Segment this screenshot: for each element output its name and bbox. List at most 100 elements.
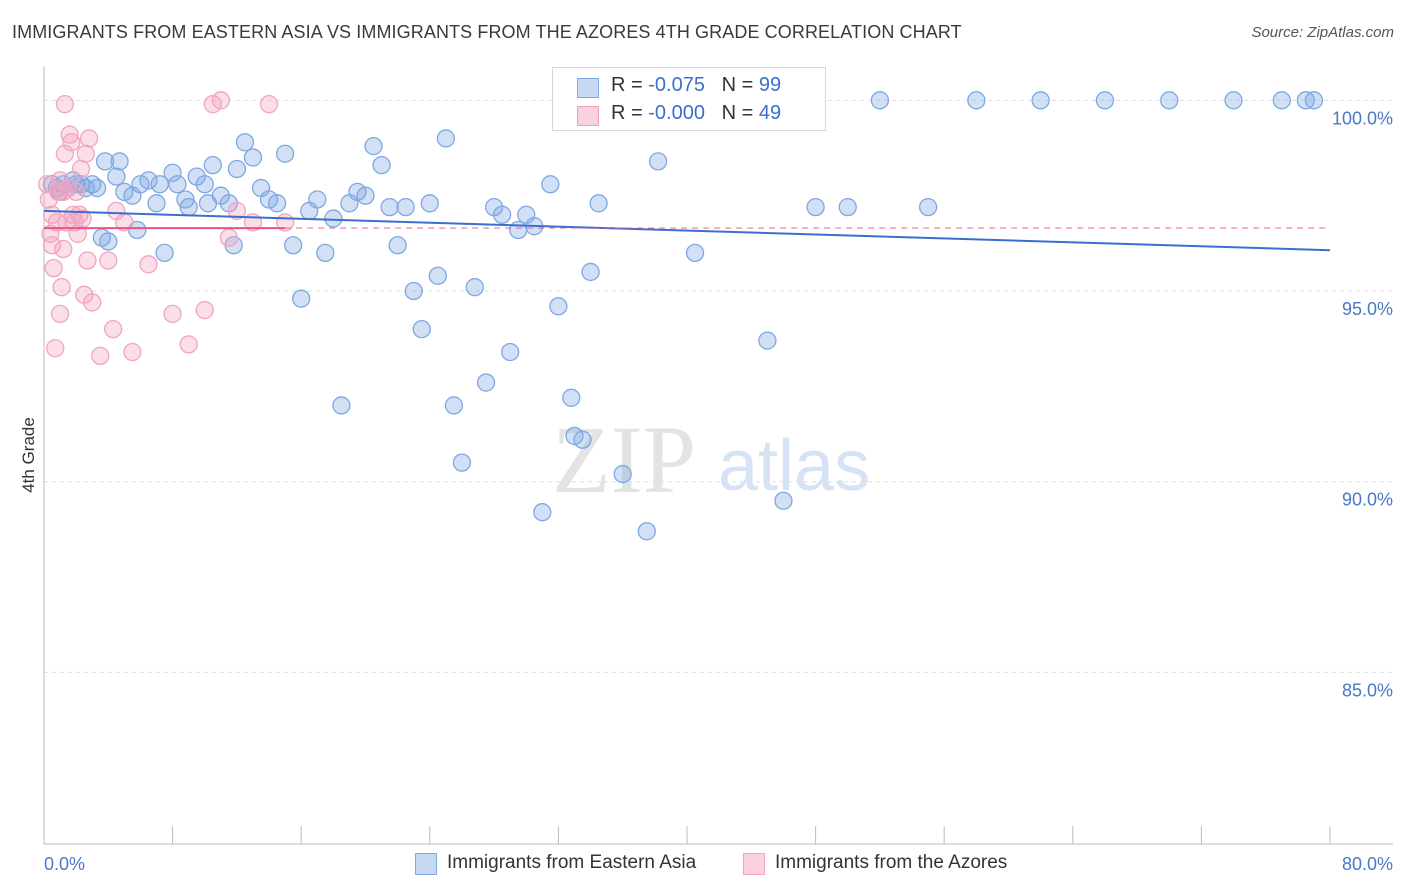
- point-azores: [41, 224, 60, 243]
- legend-label: Immigrants from the Azores: [775, 852, 1008, 873]
- point-azores: [195, 300, 214, 320]
- trend-lines: [43, 209, 1331, 252]
- chart-source: Source: ZipAtlas.com: [1251, 24, 1394, 41]
- point-eastern-asia: [1272, 91, 1291, 110]
- point-azores: [259, 94, 279, 114]
- point-eastern-asia: [179, 197, 198, 217]
- point-eastern-asia: [1304, 91, 1324, 110]
- point-eastern-asia: [235, 133, 255, 152]
- point-azores: [47, 213, 67, 232]
- point-eastern-asia: [918, 197, 938, 217]
- point-eastern-asia: [324, 209, 343, 228]
- point-eastern-asia: [806, 197, 825, 217]
- point-azores: [76, 144, 95, 163]
- point-eastern-asia: [452, 453, 472, 472]
- point-eastern-asia: [533, 503, 552, 522]
- watermark: ZIP atlas: [552, 406, 870, 513]
- point-azores: [67, 182, 86, 202]
- point-eastern-asia: [428, 266, 447, 285]
- point-eastern-asia: [444, 396, 464, 415]
- point-eastern-asia: [99, 232, 118, 251]
- point-eastern-asia: [420, 194, 439, 213]
- y-tick-label: 85.0%: [1342, 680, 1393, 700]
- point-azores: [62, 133, 81, 152]
- point-eastern-asia: [465, 278, 484, 297]
- point-eastern-asia: [87, 178, 107, 198]
- point-eastern-asia: [492, 205, 512, 224]
- point-eastern-asia: [267, 194, 287, 213]
- legend-swatch-azores: [743, 853, 765, 875]
- point-azores: [99, 251, 118, 270]
- y-tick-label: 100.0%: [1332, 108, 1393, 128]
- point-eastern-asia: [396, 197, 415, 217]
- tick-labels: 100.0% 95.0% 90.0% 85.0% 0.0% 80.0%: [44, 108, 1393, 874]
- point-eastern-asia: [870, 91, 890, 110]
- point-azores: [46, 339, 65, 358]
- watermark-atlas: atlas: [718, 426, 870, 506]
- point-eastern-asia: [292, 289, 311, 308]
- point-eastern-asia: [613, 464, 632, 484]
- point-eastern-asia: [332, 396, 351, 415]
- point-eastern-asia: [275, 144, 295, 163]
- point-azores: [219, 228, 239, 247]
- point-azores: [39, 190, 58, 209]
- point-eastern-asia: [150, 175, 169, 194]
- point-azores: [50, 304, 70, 324]
- point-azores: [55, 144, 75, 163]
- point-eastern-asia: [388, 236, 407, 255]
- point-eastern-asia: [774, 491, 793, 510]
- point-eastern-asia: [139, 171, 158, 190]
- point-eastern-asia: [155, 243, 174, 263]
- point-eastern-asia: [364, 136, 383, 156]
- point-eastern-asia: [436, 129, 456, 148]
- point-azores: [73, 209, 92, 228]
- chart-title: IMMIGRANTS FROM EASTERN ASIA VS IMMIGRAN…: [12, 22, 962, 42]
- point-eastern-asia: [838, 197, 857, 217]
- point-eastern-asia: [573, 430, 592, 449]
- point-eastern-asia: [1224, 91, 1243, 110]
- gridlines: [44, 99, 1393, 673]
- point-azores: [79, 129, 99, 148]
- y-axis-label: 4th Grade: [19, 417, 38, 493]
- point-azores: [78, 251, 97, 270]
- stats-swatch-eastern-asia: [577, 78, 599, 98]
- point-eastern-asia: [404, 281, 423, 301]
- point-eastern-asia: [509, 220, 528, 240]
- legend-swatch-eastern-asia: [415, 853, 437, 875]
- point-eastern-asia: [501, 342, 520, 362]
- point-eastern-asia: [107, 167, 126, 186]
- point-azores: [42, 236, 62, 255]
- point-azores: [227, 201, 247, 221]
- watermark-zip: ZIP: [552, 406, 696, 513]
- axes: [43, 66, 1393, 845]
- point-eastern-asia: [581, 262, 600, 282]
- point-azores: [91, 346, 110, 365]
- point-eastern-asia: [110, 152, 129, 171]
- point-azores: [211, 91, 230, 110]
- data-points: [38, 91, 1324, 541]
- point-eastern-asia: [476, 373, 496, 392]
- point-eastern-asia: [685, 243, 705, 263]
- point-eastern-asia: [372, 156, 391, 175]
- point-eastern-asia: [316, 243, 335, 263]
- stats-box: R = -0.075 N = 99 R = -0.000 N = 49: [552, 67, 826, 131]
- x-tick-label: 80.0%: [1342, 854, 1393, 874]
- point-eastern-asia: [589, 194, 608, 213]
- point-eastern-asia: [243, 148, 263, 167]
- point-eastern-asia: [967, 91, 986, 110]
- stats-text: R = -0.000 N = 49: [611, 102, 782, 124]
- stats-swatch-azores: [577, 106, 599, 126]
- point-azores: [44, 258, 63, 278]
- legend-label: Immigrants from Eastern Asia: [447, 852, 697, 873]
- trend-line-eastern-asia: [43, 209, 1331, 252]
- point-azores: [139, 255, 158, 274]
- point-eastern-asia: [1160, 91, 1179, 110]
- point-eastern-asia: [1031, 91, 1050, 110]
- point-eastern-asia: [95, 152, 115, 171]
- point-azores: [83, 293, 102, 312]
- point-eastern-asia: [541, 175, 560, 194]
- point-eastern-asia: [356, 186, 375, 205]
- y-tick-label: 95.0%: [1342, 299, 1393, 319]
- point-azores: [54, 239, 73, 259]
- point-eastern-asia: [549, 297, 568, 316]
